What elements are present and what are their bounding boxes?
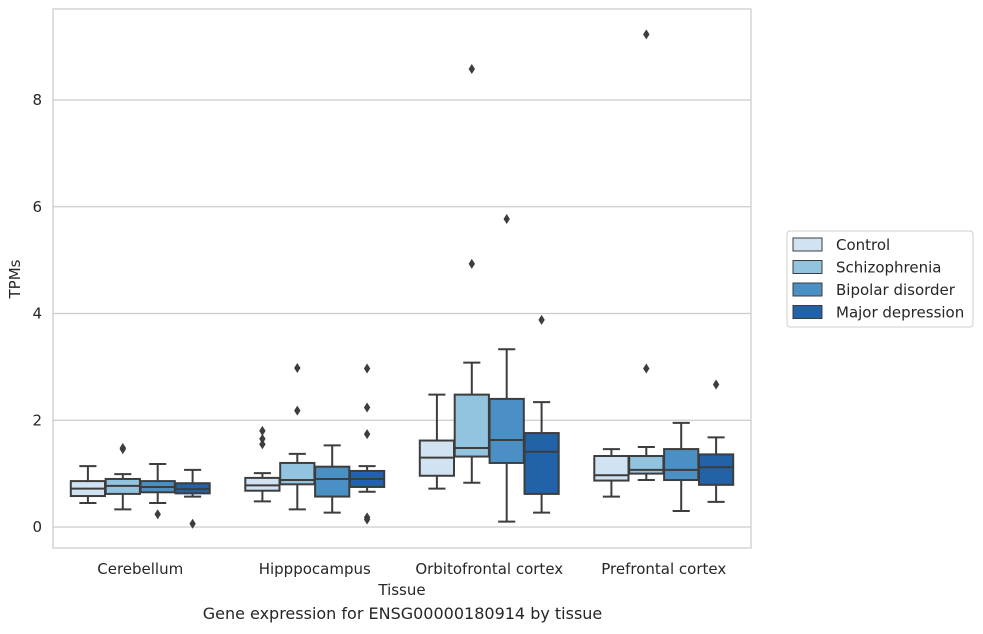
box-body <box>523 432 560 495</box>
outlier-point <box>259 439 266 450</box>
legend-swatch <box>792 237 823 252</box>
outlier-point <box>363 429 371 440</box>
outlier-point <box>468 64 475 75</box>
legend-swatch <box>792 260 823 274</box>
outlier-point <box>294 405 301 416</box>
box-body <box>663 448 700 482</box>
y-tick-label: 4 <box>32 305 42 323</box>
box-major-depression <box>523 314 560 514</box>
box-body <box>697 453 735 486</box>
box-major-depression <box>174 468 211 529</box>
box-series <box>69 29 735 529</box>
box-schizophrenia <box>628 29 665 482</box>
legend: Control Schizophrenia Bipolar disorder Majo… <box>786 230 974 328</box>
box-schizophrenia <box>104 443 141 511</box>
outlier-point <box>259 433 266 444</box>
x-tick-label: Orbitofrontal cortex <box>415 560 563 578</box>
y-axis-title: TPMs <box>6 259 24 299</box>
outlier-point <box>363 363 371 374</box>
box-body <box>628 455 665 475</box>
outlier-point <box>294 362 301 373</box>
box-body <box>244 476 281 492</box>
outlier-point <box>259 425 266 436</box>
outlier-point <box>154 509 161 520</box>
box-control <box>69 465 107 504</box>
box-schizophrenia <box>279 362 316 511</box>
box-major-depression <box>697 379 735 503</box>
y-tick-label: 8 <box>32 91 42 109</box>
legend-frame <box>786 230 974 328</box>
outlier-point <box>468 258 475 269</box>
outlier-point <box>712 379 720 390</box>
box-body <box>453 393 490 458</box>
box-control <box>244 425 281 503</box>
y-tick-label: 6 <box>32 198 42 216</box>
legend-swatch <box>792 305 823 319</box>
box-bipolar-disorder <box>314 444 351 514</box>
legend-label: Schizophrenia <box>836 259 941 277</box>
grid-lines <box>53 99 751 528</box>
outlier-point <box>538 314 545 325</box>
x-tick-label: Cerebellum <box>97 560 183 578</box>
plot-area-frame <box>52 8 752 549</box>
x-axis-title: Tissue <box>377 581 425 599</box>
x-tick-label: Prefrontal cortex <box>601 560 726 578</box>
outlier-point <box>643 29 650 40</box>
box-bipolar-disorder <box>139 463 176 520</box>
box-body <box>488 397 525 464</box>
box-schizophrenia <box>453 64 490 484</box>
legend-label: Major depression <box>836 304 964 322</box>
box-body <box>314 465 351 498</box>
y-axis-ticks: 0 2 4 6 8 <box>32 91 42 536</box>
box-body <box>279 461 316 486</box>
x-axis-ticks: Cerebellum Hipppocampus Orbitofrontal cort… <box>97 560 726 578</box>
outlier-point <box>503 214 510 225</box>
legend-label: Bipolar disorder <box>836 281 956 299</box>
box-control <box>418 393 456 490</box>
legend-label: Control <box>836 236 890 254</box>
figure-caption: Gene expression for ENSG00000180914 by t… <box>202 604 603 623</box>
y-tick-label: 0 <box>32 518 42 536</box>
outlier-point <box>189 518 196 529</box>
box-control <box>593 448 630 498</box>
box-body <box>593 455 630 482</box>
x-tick-label: Hipppocampus <box>259 560 371 578</box>
outlier-point <box>363 512 371 523</box>
outlier-point <box>119 443 126 454</box>
outlier-point <box>363 402 371 413</box>
legend-swatch <box>792 282 823 297</box>
y-tick-label: 2 <box>32 411 42 429</box>
box-major-depression <box>348 363 386 525</box>
box-bipolar-disorder <box>663 421 700 512</box>
outlier-point <box>643 363 650 374</box>
box-bipolar-disorder <box>488 214 525 523</box>
